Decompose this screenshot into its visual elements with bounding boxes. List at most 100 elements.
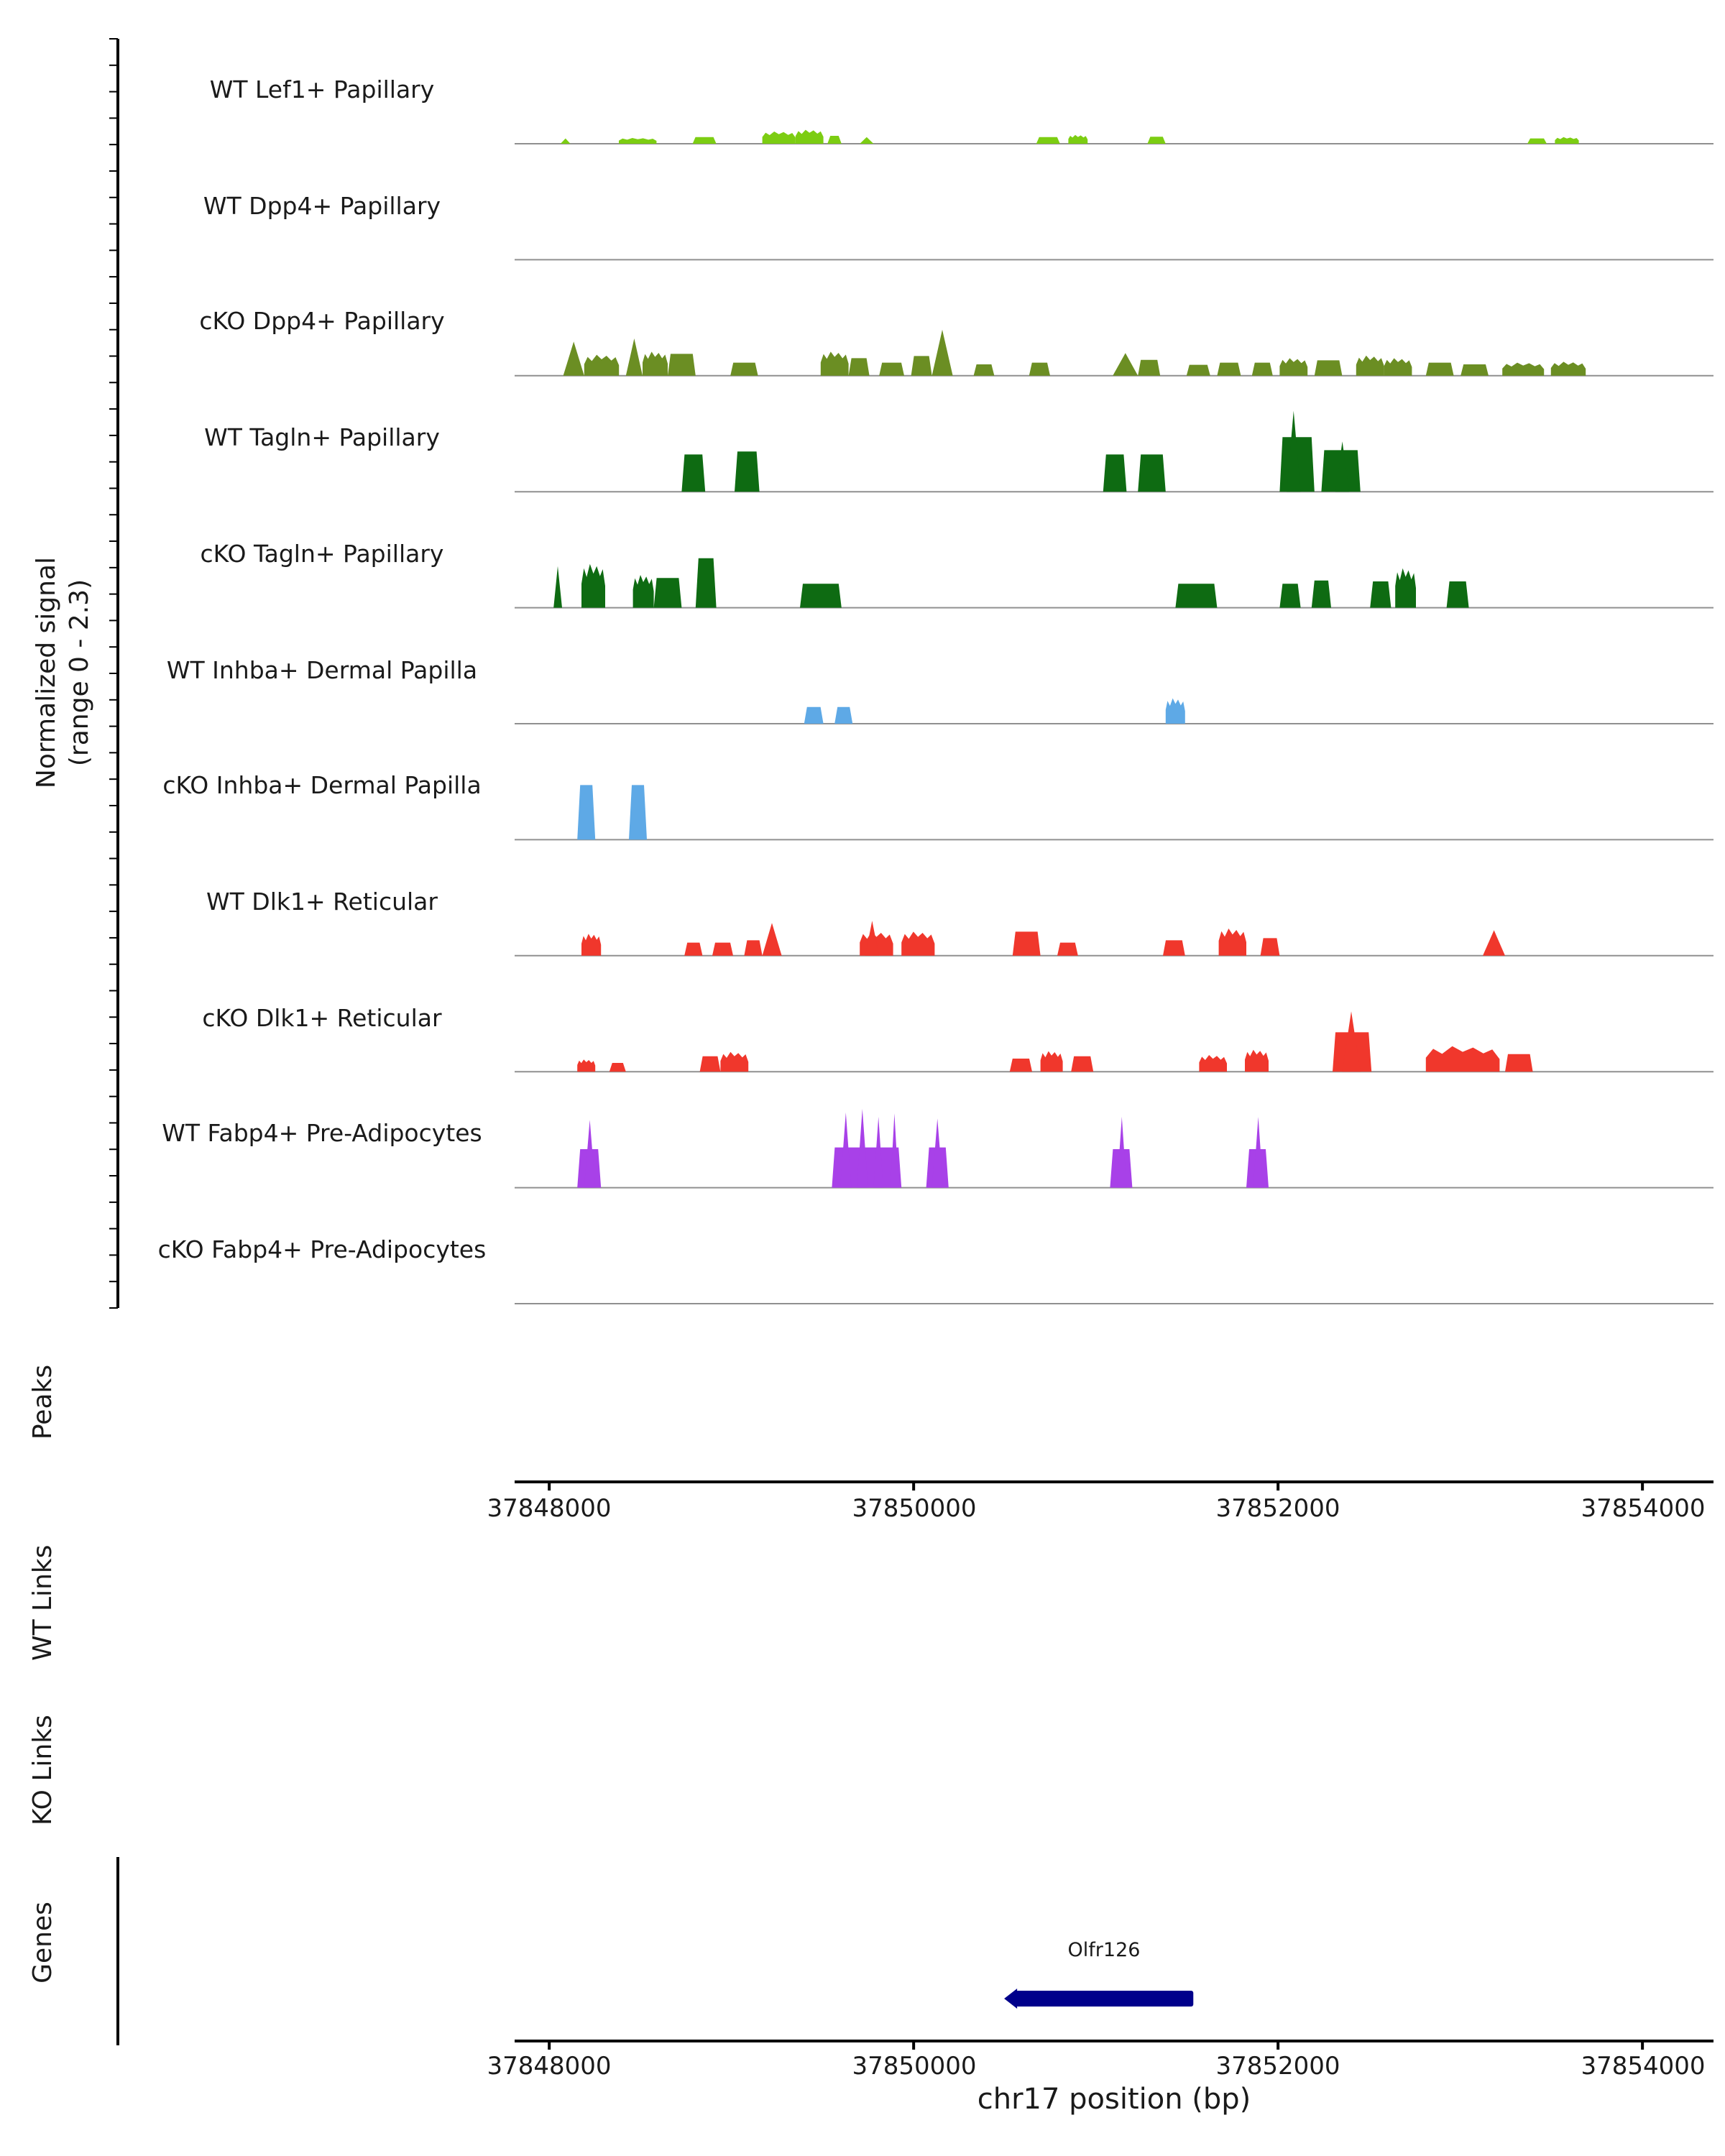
signal-peak xyxy=(1245,1049,1269,1072)
x-tick-label-37854000-bottom: 37854000 xyxy=(1581,2053,1706,2081)
x-tick-label-37852000-top: 37852000 xyxy=(1215,1495,1340,1524)
x-tick-label-37852000-bottom: 37852000 xyxy=(1215,2053,1340,2081)
signal-peak xyxy=(735,451,760,492)
signal-peak xyxy=(681,454,706,492)
signal-peak xyxy=(1040,1051,1063,1072)
signal-peak xyxy=(1071,1056,1094,1072)
signal-peak xyxy=(804,706,824,724)
signal-track-4 xyxy=(553,558,1469,608)
gene-body xyxy=(1016,1991,1194,2007)
signal-peak xyxy=(901,931,935,956)
signal-peak xyxy=(563,341,584,376)
signal-peak xyxy=(890,1113,899,1188)
signal-peak xyxy=(827,136,842,144)
gene-strand-arrow xyxy=(1004,1989,1018,2009)
section-label-genes: Genes xyxy=(28,1902,58,1984)
signal-peak xyxy=(744,940,763,956)
x-tick-label-37848000-bottom: 37848000 xyxy=(487,2053,612,2081)
signal-peak xyxy=(1251,362,1273,376)
signal-peak xyxy=(879,362,904,376)
signal-peak xyxy=(730,362,758,376)
signal-peak xyxy=(584,354,620,376)
signal-peak xyxy=(1555,137,1579,144)
signal-peak xyxy=(1483,930,1505,956)
signal-y-axis-label-line1: Normalized signal xyxy=(32,556,62,789)
signal-peak xyxy=(1311,580,1331,608)
signal-peak xyxy=(1370,581,1392,608)
signal-peak xyxy=(625,338,643,376)
signal-peak xyxy=(795,129,824,144)
signal-peak xyxy=(1138,454,1166,492)
signal-peak xyxy=(1199,1055,1227,1072)
signal-peak xyxy=(762,132,796,144)
signal-peak xyxy=(1057,942,1078,956)
signal-y-axis-label: Normalized signal (range 0 - 2.3) xyxy=(30,536,96,809)
signal-peak xyxy=(609,1063,626,1072)
signal-peak xyxy=(1446,581,1469,608)
signal-peak xyxy=(1505,1054,1533,1072)
signal-peak xyxy=(1395,568,1416,608)
signal-peak xyxy=(584,1120,596,1188)
x-tick-label-37850000-bottom: 37850000 xyxy=(852,2053,977,2081)
signal-peak xyxy=(1314,360,1343,376)
signal-peak xyxy=(1253,1117,1264,1188)
signal-peak xyxy=(820,351,849,376)
track-label-cko-dpp4: cKO Dpp4+ Papillary xyxy=(199,308,445,335)
signal-track-2 xyxy=(563,329,1586,376)
signal-peak xyxy=(1335,441,1350,492)
signal-peak xyxy=(873,1117,883,1188)
signal-peak xyxy=(1550,361,1586,376)
signal-track-9 xyxy=(577,1109,1269,1188)
signal-peak xyxy=(1012,931,1041,956)
track-label-wt-fabp4: WT Fabp4+ Pre-Adipocytes xyxy=(162,1120,482,1147)
signal-peak xyxy=(720,1051,749,1072)
signal-peak xyxy=(1147,137,1166,144)
track-label-cko-inhba: cKO Inhba+ Dermal Papilla xyxy=(162,772,482,799)
signal-peak xyxy=(699,1056,721,1072)
signal-peak xyxy=(577,785,596,840)
signal-peak xyxy=(1502,362,1545,376)
signal-track-6 xyxy=(577,785,647,840)
signal-peak xyxy=(1279,584,1301,608)
signal-peak xyxy=(1117,1117,1127,1188)
signal-peak xyxy=(848,358,870,376)
signal-peak xyxy=(1425,1046,1500,1072)
signal-peak xyxy=(643,351,668,376)
signal-peak xyxy=(1103,454,1127,492)
signal-peak xyxy=(1260,938,1280,956)
signal-track-3 xyxy=(681,410,1361,492)
signal-track-0 xyxy=(560,129,1579,144)
signal-peak xyxy=(1356,355,1384,376)
signal-peak xyxy=(684,942,703,956)
signal-peak xyxy=(581,934,602,956)
signal-peak xyxy=(1287,410,1301,492)
signal-peak xyxy=(1527,138,1547,144)
track-label-wt-tagln: WT Tagln+ Papillary xyxy=(204,424,440,451)
signal-peak xyxy=(1029,362,1050,376)
signal-peak xyxy=(1186,364,1210,376)
section-label-ko-links: KO Links xyxy=(28,1715,58,1825)
signal-peak xyxy=(932,1118,943,1188)
signal-peak xyxy=(1342,1011,1361,1072)
track-label-wt-lef1: WT Lef1+ Papillary xyxy=(209,76,435,103)
signal-peak xyxy=(1279,358,1308,376)
track-label-wt-dlk1: WT Dlk1+ Reticular xyxy=(206,888,438,916)
signal-peak xyxy=(1425,362,1454,376)
signal-peak xyxy=(932,329,953,376)
x-axis-title: chr17 position (bp) xyxy=(977,2081,1251,2116)
signal-peak xyxy=(1175,584,1218,608)
signal-peak xyxy=(577,1059,596,1072)
signal-peak xyxy=(1218,929,1246,956)
signal-peak xyxy=(1138,359,1161,376)
signal-peak xyxy=(800,584,842,608)
signal-peak xyxy=(1217,362,1241,376)
signal-peak xyxy=(1460,364,1489,376)
signal-peak xyxy=(911,356,932,376)
signal-peak xyxy=(1165,698,1185,724)
x-tick-label-37848000-top: 37848000 xyxy=(487,1495,612,1524)
signal-peak xyxy=(629,785,647,840)
section-label-peaks: Peaks xyxy=(28,1364,58,1440)
signal-track-5 xyxy=(804,698,1185,724)
signal-peak xyxy=(692,137,717,144)
